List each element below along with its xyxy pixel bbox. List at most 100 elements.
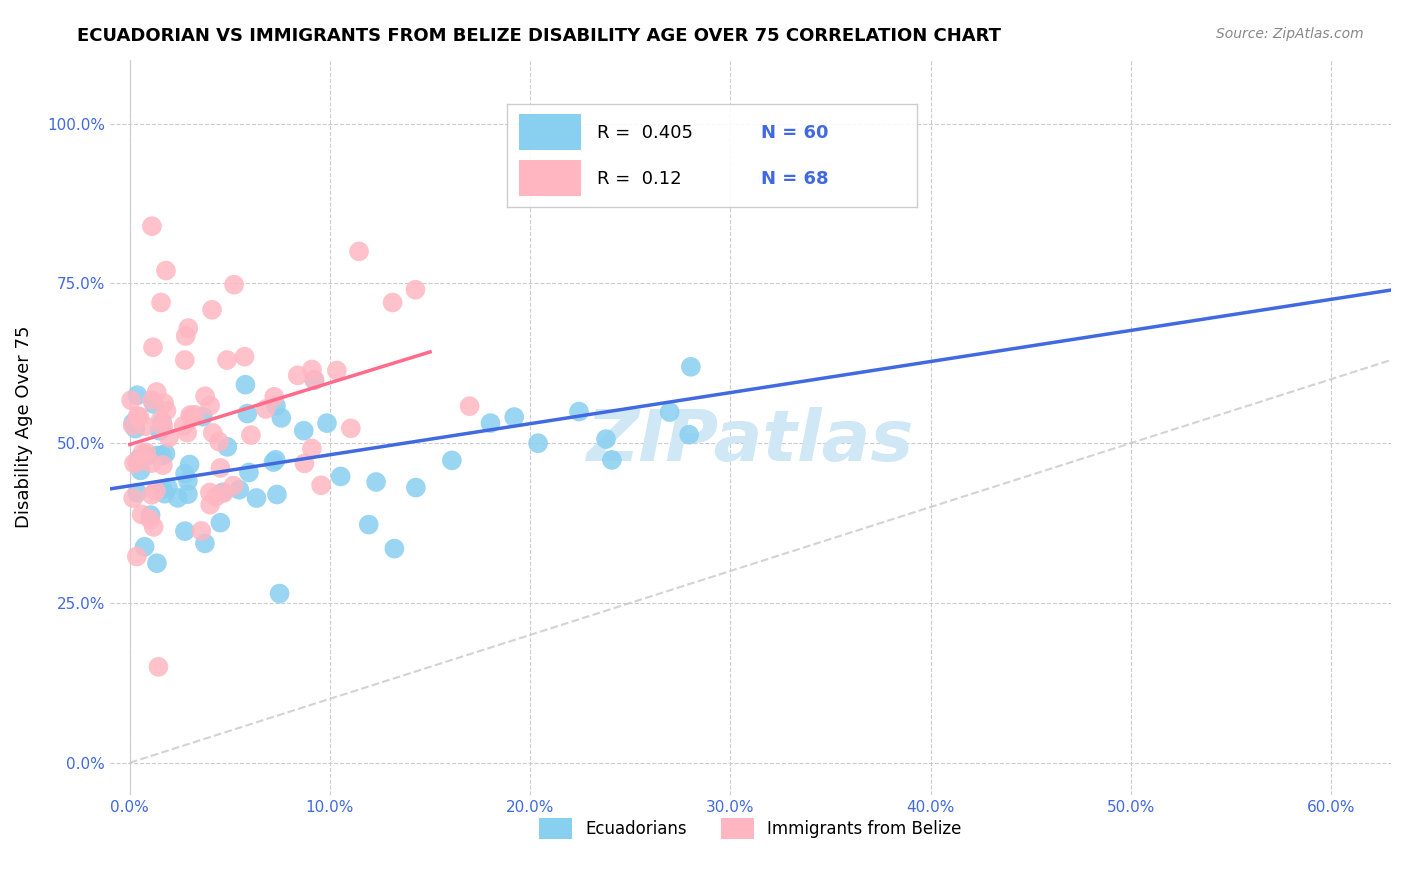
Immigrants from Belize (155, 263, 177, 277)
Text: ECUADORIAN VS IMMIGRANTS FROM BELIZE DISABILITY AGE OVER 75 CORRELATION CHART: ECUADORIAN VS IMMIGRANTS FROM BELIZE DIS… (77, 27, 1001, 45)
Immigrants from Belize (157, 431, 180, 445)
Immigrants from Belize (198, 399, 221, 413)
Ecuadorians (503, 410, 526, 425)
Ecuadorians (236, 407, 259, 421)
Immigrants from Belize (287, 368, 309, 383)
Legend: Ecuadorians, Immigrants from Belize: Ecuadorians, Immigrants from Belize (533, 812, 969, 846)
Immigrants from Belize (176, 425, 198, 440)
Ecuadorians (440, 453, 463, 467)
Immigrants from Belize (222, 478, 245, 492)
Immigrants from Belize (208, 434, 231, 449)
Ecuadorians (211, 485, 233, 500)
Immigrants from Belize (458, 399, 481, 413)
Immigrants from Belize (135, 445, 157, 459)
Immigrants from Belize (127, 455, 149, 469)
Immigrants from Belize (301, 362, 323, 376)
Immigrants from Belize (179, 408, 201, 422)
Ecuadorians (166, 491, 188, 505)
Ecuadorians (658, 405, 681, 419)
Immigrants from Belize (145, 483, 167, 498)
Immigrants from Belize (294, 456, 316, 470)
Ecuadorians (266, 487, 288, 501)
Immigrants from Belize (326, 363, 349, 377)
Ecuadorians (127, 485, 149, 500)
Text: ZIPatlas: ZIPatlas (586, 408, 914, 476)
Ecuadorians (357, 517, 380, 532)
Ecuadorians (139, 508, 162, 522)
Immigrants from Belize (180, 409, 202, 424)
Ecuadorians (316, 416, 339, 430)
Ecuadorians (678, 427, 700, 442)
Immigrants from Belize (174, 329, 197, 343)
Ecuadorians (600, 453, 623, 467)
Immigrants from Belize (122, 457, 145, 471)
Immigrants from Belize (141, 456, 163, 470)
Ecuadorians (156, 481, 179, 495)
Immigrants from Belize (150, 295, 173, 310)
Ecuadorians (235, 377, 257, 392)
Ecuadorians (146, 556, 169, 570)
Ecuadorians (152, 482, 174, 496)
Ecuadorians (479, 416, 502, 430)
Ecuadorians (527, 436, 550, 450)
Immigrants from Belize (145, 384, 167, 399)
Ecuadorians (304, 373, 326, 387)
Ecuadorians (124, 422, 146, 436)
Immigrants from Belize (141, 219, 163, 234)
Ecuadorians (129, 463, 152, 477)
Ecuadorians (142, 397, 165, 411)
Immigrants from Belize (309, 478, 332, 492)
Ecuadorians (209, 516, 232, 530)
Ecuadorians (679, 359, 702, 374)
Immigrants from Belize (381, 295, 404, 310)
Immigrants from Belize (198, 485, 221, 500)
Ecuadorians (364, 475, 387, 489)
Ecuadorians (150, 449, 173, 463)
Immigrants from Belize (149, 413, 172, 427)
Ecuadorians (155, 447, 177, 461)
Immigrants from Belize (212, 486, 235, 500)
Ecuadorians (238, 466, 260, 480)
Immigrants from Belize (142, 340, 165, 354)
Ecuadorians (134, 540, 156, 554)
Immigrants from Belize (194, 389, 217, 403)
Ecuadorians (128, 451, 150, 466)
Immigrants from Belize (173, 418, 195, 433)
Immigrants from Belize (304, 373, 326, 387)
Immigrants from Belize (215, 353, 238, 368)
Immigrants from Belize (233, 350, 256, 364)
Ecuadorians (263, 455, 285, 469)
Immigrants from Belize (340, 421, 363, 435)
Immigrants from Belize (125, 549, 148, 564)
Immigrants from Belize (263, 390, 285, 404)
Immigrants from Belize (120, 393, 142, 408)
Ecuadorians (269, 586, 291, 600)
Ecuadorians (384, 541, 406, 556)
Immigrants from Belize (139, 513, 162, 527)
Ecuadorians (174, 467, 197, 481)
Immigrants from Belize (201, 302, 224, 317)
Immigrants from Belize (148, 660, 170, 674)
Immigrants from Belize (121, 418, 143, 433)
Immigrants from Belize (347, 244, 370, 259)
Immigrants from Belize (141, 393, 163, 408)
Immigrants from Belize (201, 425, 224, 440)
Ecuadorians (292, 424, 315, 438)
Immigrants from Belize (127, 409, 149, 424)
Immigrants from Belize (404, 283, 426, 297)
Immigrants from Belize (142, 520, 165, 534)
Ecuadorians (146, 449, 169, 463)
Immigrants from Belize (240, 428, 263, 442)
Immigrants from Belize (131, 508, 153, 522)
Ecuadorians (177, 474, 200, 488)
Ecuadorians (135, 449, 157, 463)
Immigrants from Belize (128, 409, 150, 424)
Ecuadorians (329, 469, 352, 483)
Ecuadorians (568, 404, 591, 418)
Ecuadorians (191, 409, 214, 424)
Immigrants from Belize (183, 408, 205, 422)
Immigrants from Belize (152, 419, 174, 434)
Ecuadorians (228, 483, 250, 497)
Immigrants from Belize (198, 498, 221, 512)
Immigrants from Belize (301, 442, 323, 456)
